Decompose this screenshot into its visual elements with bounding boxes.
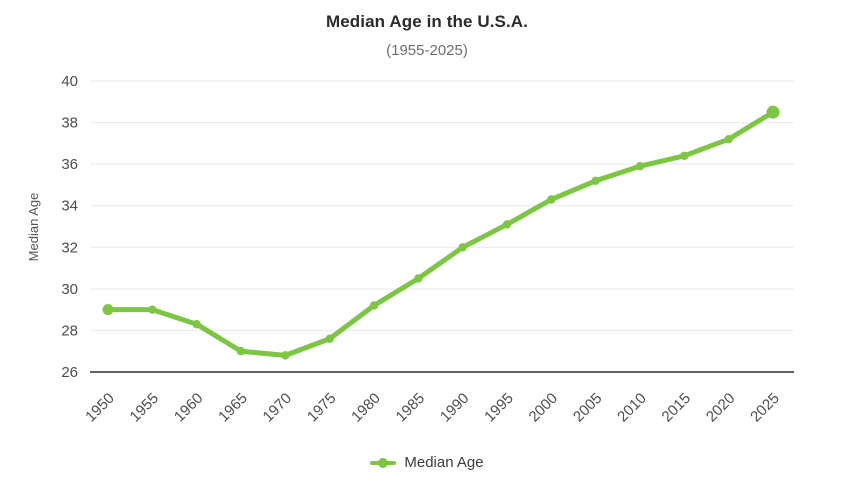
data-point [591, 176, 600, 185]
legend-series-marker-icon [370, 457, 397, 469]
y-tick-label: 38 [61, 115, 78, 132]
data-point [724, 135, 733, 144]
x-tick-label: 2000 [526, 390, 562, 426]
y-tick-label: 26 [61, 364, 78, 381]
x-tick-label: 1995 [481, 390, 517, 426]
x-tick-label: 1975 [304, 390, 340, 426]
legend-dot-icon [378, 457, 389, 468]
y-tick-label: 34 [61, 198, 78, 215]
x-tick-label: 1955 [127, 390, 163, 426]
x-tick-label: 1980 [348, 390, 384, 426]
y-tick-label: 36 [61, 156, 78, 173]
y-tick-label: 40 [61, 73, 78, 90]
x-tick-label: 1965 [215, 390, 251, 426]
chart-legend: Median Age [0, 454, 854, 471]
y-axis-title: Median Age [26, 193, 41, 262]
x-tick-label: 1990 [437, 390, 473, 426]
x-tick-label: 2015 [659, 390, 695, 426]
data-point [635, 162, 645, 171]
data-point [458, 243, 467, 252]
data-point [369, 301, 379, 310]
data-point [766, 105, 780, 119]
data-point [502, 220, 512, 229]
y-tick-label: 32 [61, 239, 78, 256]
data-point [281, 351, 290, 360]
x-tick-label: 2020 [703, 390, 739, 426]
data-point [325, 334, 334, 343]
x-tick-label: 1950 [82, 390, 118, 426]
data-point [414, 274, 423, 283]
x-tick-label: 2005 [570, 390, 606, 426]
x-tick-label: 2010 [614, 390, 650, 426]
x-tick-label: 1985 [393, 390, 429, 426]
series-line [105, 109, 776, 358]
data-point [192, 319, 201, 329]
data-point [547, 195, 556, 204]
chart-subtitle: (1955-2025) [386, 42, 468, 59]
data-point [680, 151, 689, 161]
data-point [148, 305, 157, 314]
x-tick-label: 1960 [171, 390, 207, 426]
x-tick-label: 1970 [260, 390, 296, 426]
data-point [236, 347, 246, 356]
y-tick-label: 30 [61, 281, 78, 298]
y-tick-label: 28 [61, 322, 78, 339]
data-point [102, 304, 114, 316]
x-tick-label: 2025 [747, 390, 783, 426]
legend-series-label: Median Age [404, 454, 484, 471]
chart-title: Median Age in the U.S.A. [325, 12, 528, 31]
